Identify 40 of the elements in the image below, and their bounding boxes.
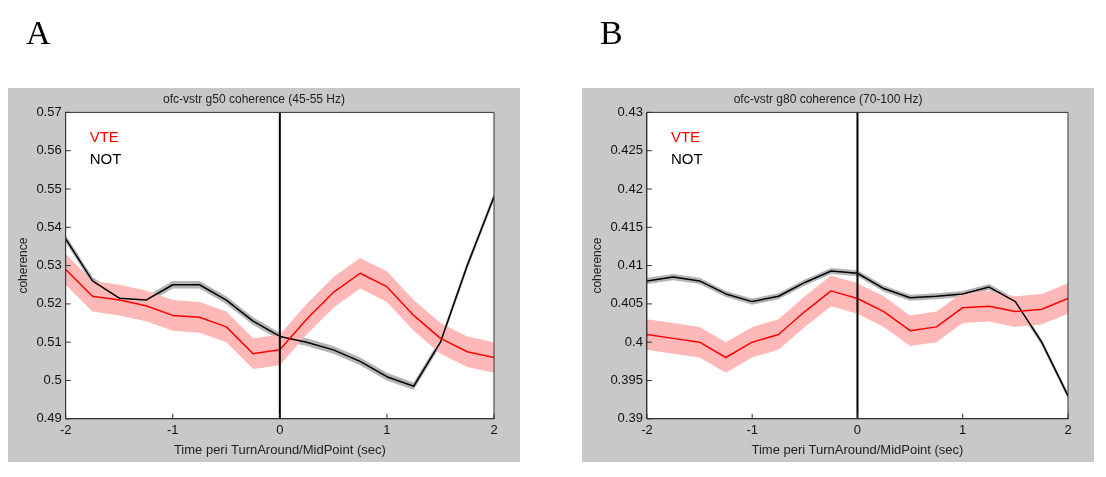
x-tick-label: 1 [959, 422, 967, 438]
x-tick-label: -2 [641, 422, 653, 438]
text: B [600, 14, 623, 52]
text: VTE [670, 128, 701, 146]
y-tick-label: 0.53 [36, 257, 62, 273]
y-tick-label: 0.405 [610, 295, 643, 311]
x-tick-label: -1 [167, 422, 179, 438]
y-tick-label: 0.52 [36, 295, 62, 311]
x-axis-title: Time peri TurnAround/MidPoint (sec) [751, 441, 964, 457]
x-tick-label: 0 [276, 422, 284, 438]
y-tick-label: 0.425 [610, 142, 643, 158]
y-tick-label: 0.42 [617, 180, 643, 196]
text: NOT [670, 150, 703, 168]
y-tick-label: 0.57 [36, 103, 62, 119]
x-tick-label: -1 [746, 422, 758, 438]
y-tick-label: 0.43 [617, 103, 643, 119]
x-tick-label: 2 [1064, 422, 1072, 438]
y-tick-label: 0.51 [36, 333, 62, 349]
x-axis-title: Time peri TurnAround/MidPoint (sec) [173, 441, 386, 457]
x-tick-label: 0 [853, 422, 862, 438]
y-tick-label: 0.395 [610, 372, 643, 388]
text: NOT [89, 150, 122, 168]
y-axis-title: coherence [589, 237, 604, 294]
y-tick-label: 0.55 [36, 180, 62, 196]
y-tick-label: 0.415 [610, 218, 643, 234]
chart-title: ofc-vstr g50 coherence (45-55 Hz) [162, 91, 346, 106]
y-tick-label: 0.4 [624, 333, 643, 349]
x-tick-label: -2 [59, 422, 72, 438]
y-tick-label: 0.5 [43, 372, 62, 388]
y-tick-label: 0.39 [617, 410, 643, 426]
y-tick-label: 0.56 [36, 142, 62, 158]
chart-title: ofc-vstr g80 coherence (70-100 Hz) [733, 91, 923, 106]
y-tick-label: 0.49 [36, 410, 62, 426]
text: A [26, 14, 51, 52]
x-tick-label: 1 [383, 422, 391, 438]
text: VTE [89, 128, 119, 146]
x-tick-label: 2 [490, 422, 498, 438]
y-axis-title: coherence [15, 237, 30, 294]
y-tick-label: 0.54 [36, 218, 62, 234]
y-tick-label: 0.41 [617, 257, 643, 273]
